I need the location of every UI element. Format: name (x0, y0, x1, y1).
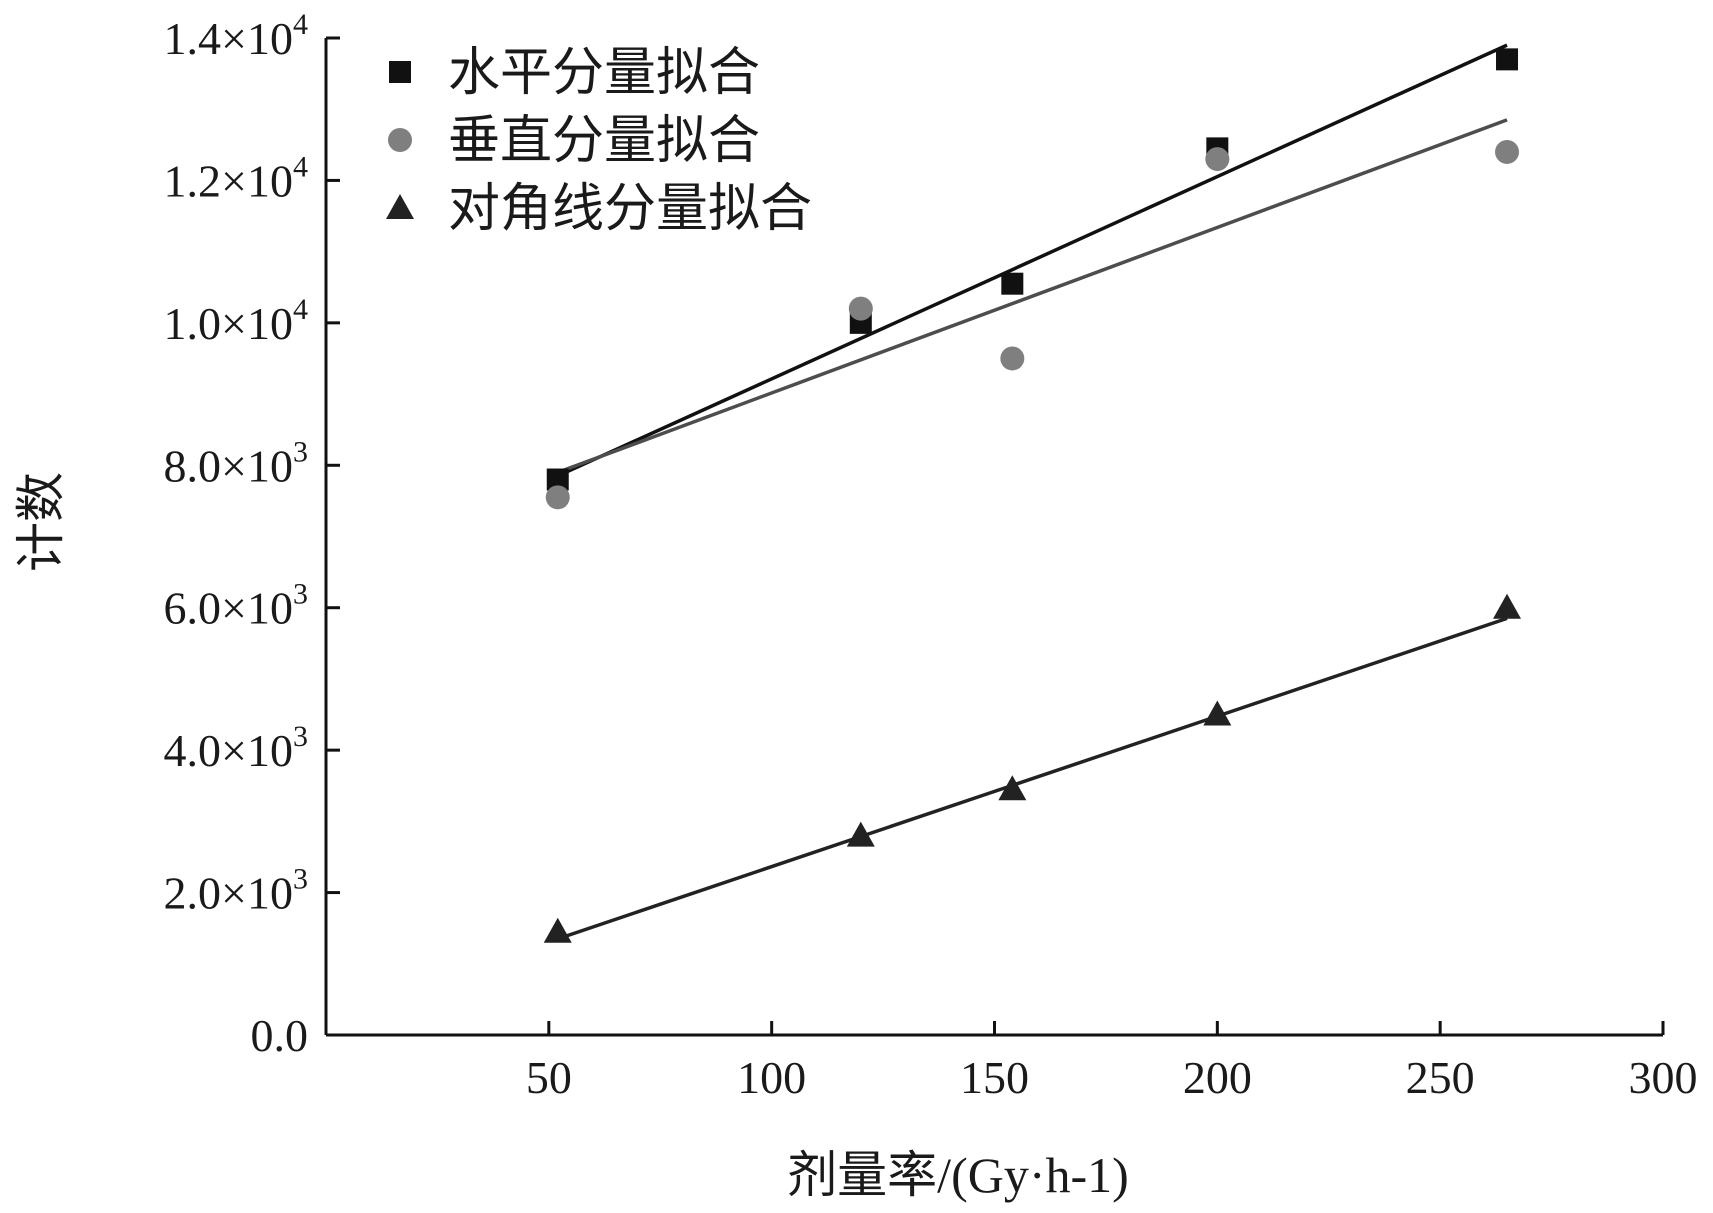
data-point (846, 821, 875, 847)
data-point (1496, 48, 1519, 71)
data-point (546, 468, 569, 491)
y-tick-label: 1.2×104 (164, 150, 308, 206)
y-tick-label: 0.0 (251, 1010, 309, 1061)
data-point (543, 917, 572, 943)
fit-line (557, 43, 1508, 478)
fit-line (557, 118, 1508, 475)
y-tick-label: 4.0×103 (164, 720, 308, 776)
x-tick-label: 250 (1406, 1052, 1475, 1103)
fit-lines (557, 43, 1508, 941)
y-axis-title: 计数 (13, 472, 69, 572)
data-point (1001, 272, 1024, 295)
legend-label: 对角线分量拟合 (448, 181, 812, 238)
data-point (998, 775, 1027, 801)
legend-label: 垂直分量拟合 (448, 113, 760, 170)
y-tick-label: 6.0×103 (164, 578, 308, 634)
y-tick-label: 1.4×104 (164, 8, 308, 64)
x-tick-label: 150 (960, 1052, 1029, 1103)
axes: 50 100 150 200 250 300 0.0 2.0×103 4.0×103 6.0×10… (164, 8, 1698, 1103)
y-tick-label: 1.0×104 (164, 293, 308, 349)
x-tick-label: 200 (1183, 1052, 1252, 1103)
data-point (1493, 593, 1522, 619)
y-tick-label: 8.0×103 (164, 435, 308, 491)
data-point (1203, 700, 1232, 726)
legend-label: 水平分量拟合 (448, 45, 760, 102)
legend-marker (386, 194, 414, 219)
y-tick-label: 2.0×103 (164, 863, 308, 919)
data-point (545, 485, 570, 510)
legend-marker (388, 128, 412, 152)
fit-line (557, 616, 1508, 941)
x-tick-label: 50 (526, 1052, 572, 1103)
data-point (1495, 139, 1520, 164)
data-point (1000, 346, 1025, 371)
x-tick-label: 300 (1629, 1052, 1698, 1103)
data-point (848, 296, 873, 321)
markers (543, 48, 1522, 943)
x-axis-title: 剂量率/(Gy·h-1) (787, 1147, 1129, 1203)
x-tick-label: 100 (737, 1052, 806, 1103)
data-point (1205, 147, 1230, 172)
legend-marker (389, 61, 411, 83)
